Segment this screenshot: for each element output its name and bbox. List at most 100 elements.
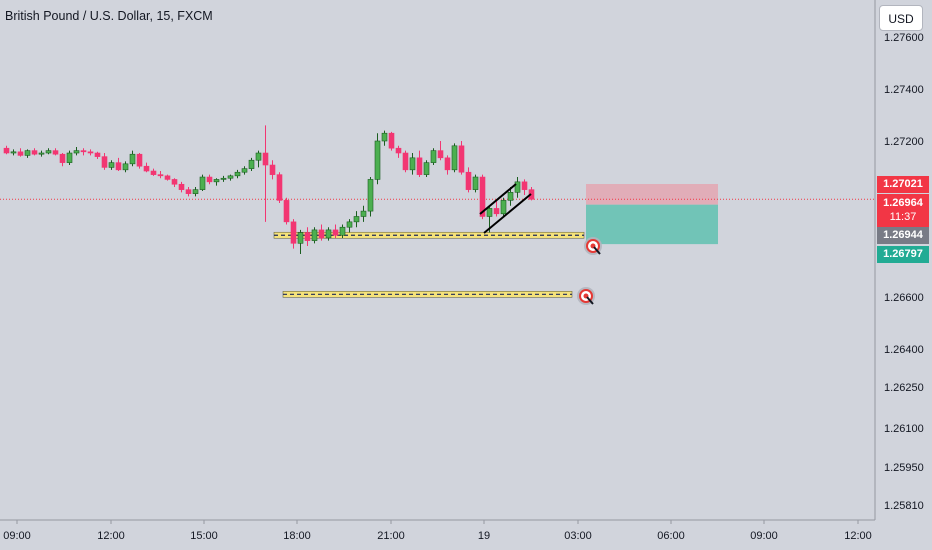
candle-up: [353, 216, 360, 223]
target-icon-arrow: [586, 296, 594, 305]
price-tick-label: 1.26100: [884, 423, 924, 435]
price-tick-label: 1.25950: [884, 462, 924, 474]
target-icon: [584, 237, 602, 255]
candle-down: [52, 150, 59, 155]
candle-down: [94, 152, 101, 157]
take-profit-zone: [586, 204, 718, 245]
position-zones: [0, 184, 875, 245]
candle-up: [38, 152, 45, 155]
currency-button[interactable]: USD: [879, 5, 923, 31]
price-tick-label: 1.27200: [884, 136, 924, 148]
candle-up: [311, 229, 318, 241]
candle-down: [185, 189, 192, 194]
candle-down: [332, 229, 339, 236]
candle-up: [486, 208, 493, 217]
candle-up: [213, 179, 220, 183]
bar-countdown: 11:37: [889, 211, 917, 223]
candle-down: [416, 157, 423, 175]
price-tick-label: 1.26250: [884, 382, 924, 394]
price-tick-label: 1.27400: [884, 84, 924, 96]
candle-down: [157, 174, 164, 177]
candle-down: [3, 147, 10, 154]
candle-down: [290, 221, 297, 244]
price-tick-label: 1.27600: [884, 32, 924, 44]
candle-up: [122, 163, 129, 171]
candle-down: [31, 150, 38, 155]
time-tick-label: 15:00: [190, 530, 218, 542]
stop-price-value: 1.27021: [883, 178, 923, 190]
symbol-title: British Pound / U.S. Dollar, 15, FXCM: [5, 9, 213, 23]
candle-up: [199, 176, 206, 190]
candle-down: [283, 200, 290, 223]
candle-down: [444, 157, 451, 171]
candle-up: [45, 150, 52, 154]
candle-up: [234, 171, 241, 177]
candle-down: [402, 152, 409, 171]
time-tick-label: 21:00: [377, 530, 405, 542]
candle-up: [73, 150, 80, 154]
stop-price-tag: 1.27021: [877, 176, 929, 193]
candle-down: [262, 152, 269, 166]
candle-down: [521, 181, 528, 190]
candle-down: [136, 153, 143, 167]
candle-down: [493, 208, 500, 215]
candle-down: [143, 165, 150, 172]
candle-up: [409, 157, 416, 171]
time-tick-label: 18:00: [283, 530, 311, 542]
candle-up: [325, 229, 332, 239]
candle-down: [80, 150, 87, 153]
candle-up: [66, 152, 73, 163]
candle-up: [220, 177, 227, 180]
price-tick-label: 1.26400: [884, 344, 924, 356]
target-markers: [577, 237, 602, 305]
candle-up: [192, 189, 199, 194]
candle-down: [304, 232, 311, 241]
entry-price-value: 1.26944: [883, 229, 923, 241]
time-tick-label: 09:00: [3, 530, 31, 542]
candle-up: [108, 162, 115, 168]
candle-up: [241, 168, 248, 173]
time-tick-label: 19: [478, 530, 490, 542]
time-tick-label: 12:00: [97, 530, 125, 542]
candle-down: [171, 179, 178, 185]
candle-down: [465, 171, 472, 190]
candle-down: [150, 170, 157, 175]
candle-up: [367, 179, 374, 212]
candle-up: [10, 151, 17, 154]
candle-down: [269, 164, 276, 175]
candle-up: [129, 153, 136, 165]
candle-down: [276, 174, 283, 201]
candle-down: [164, 175, 171, 180]
horizontal-levels: [273, 231, 585, 298]
candle-up: [507, 192, 514, 201]
candle-down: [437, 150, 444, 159]
time-tick-label: 06:00: [657, 530, 685, 542]
last-price-value: 1.26964: [883, 197, 923, 209]
stop-loss-zone: [586, 184, 718, 205]
candle-down: [458, 145, 465, 173]
candle-down: [206, 176, 213, 183]
candle-up: [451, 145, 458, 171]
candle-up: [423, 162, 430, 175]
candle-up: [500, 200, 507, 215]
channel-lower-line: [483, 193, 532, 234]
last-price-tag: 1.26964 11:37: [877, 194, 929, 227]
candle-up: [430, 150, 437, 163]
channel-upper-line: [479, 183, 517, 215]
target-icon-arrow: [593, 246, 601, 255]
candle-up: [514, 181, 521, 193]
price-axis: 1.27600 1.27400 1.27200 1.26600 1.26400 1.262…: [884, 32, 924, 512]
candle-up: [381, 132, 388, 142]
target-price-value: 1.26797: [883, 248, 923, 260]
candle-down: [318, 229, 325, 239]
price-tick-label: 1.25810: [884, 500, 924, 512]
candle-up: [374, 140, 381, 180]
candle-up: [346, 221, 353, 228]
candle-up: [227, 175, 234, 179]
target-icon: [577, 287, 595, 305]
candle-down: [388, 132, 395, 149]
candle-down: [87, 151, 94, 154]
time-tick-label: 03:00: [564, 530, 592, 542]
